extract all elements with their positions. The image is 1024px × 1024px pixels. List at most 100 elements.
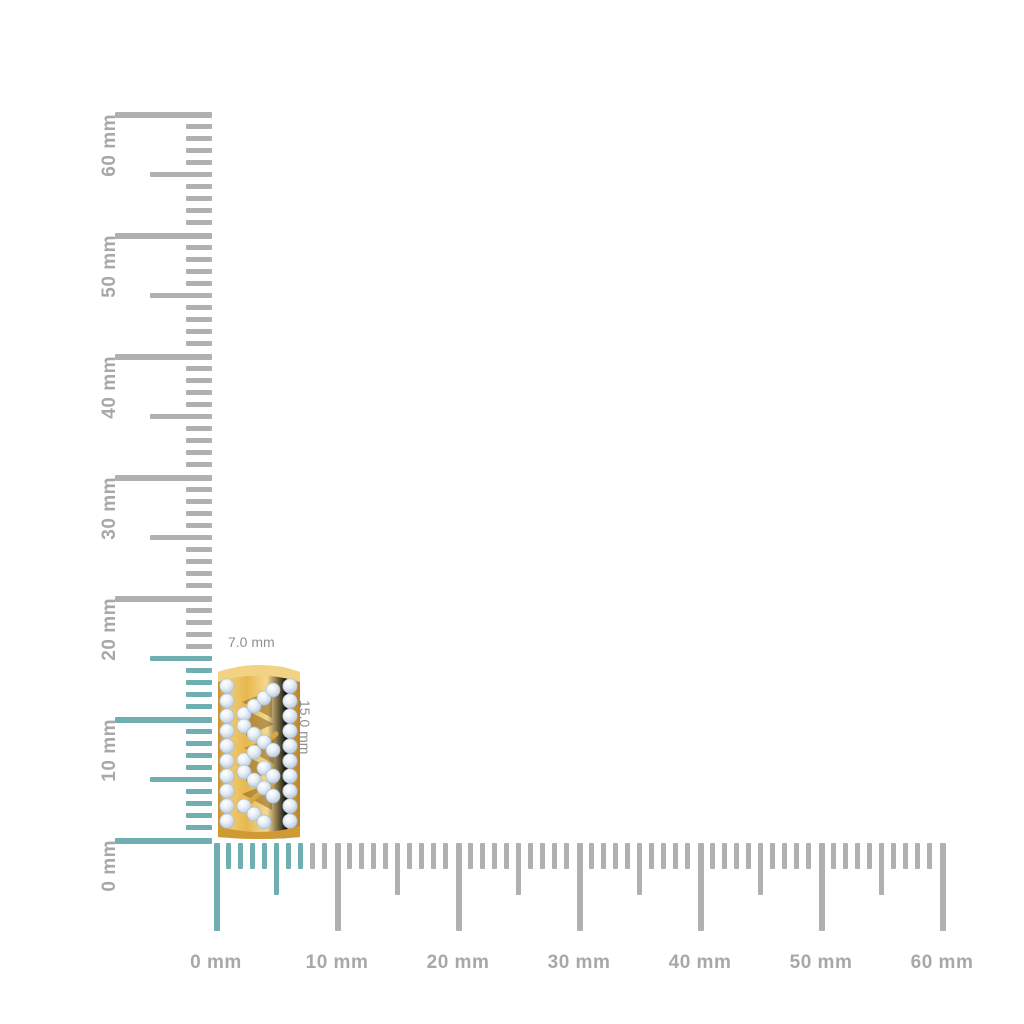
horizontal-tick-51mm	[830, 843, 836, 869]
vertical-tick-55mm	[150, 172, 212, 177]
vertical-tick-17mm	[186, 631, 212, 637]
horizontal-tick-30mm	[576, 843, 583, 931]
vertical-tick-38mm	[186, 377, 212, 383]
vertical-tick-28mm	[186, 498, 212, 504]
horizontal-tick-20mm	[455, 843, 462, 931]
vertical-tick-36mm	[186, 401, 212, 407]
horizontal-tick-22mm	[479, 843, 485, 869]
vertical-tick-39mm	[186, 365, 212, 371]
vertical-tick-18mm	[186, 619, 212, 625]
vertical-tick-31mm	[186, 462, 212, 468]
horizontal-tick-34mm	[624, 843, 630, 869]
horizontal-tick-8mm	[310, 843, 316, 869]
horizontal-tick-60mm	[939, 843, 946, 931]
horizontal-tick-16mm	[407, 843, 413, 869]
vertical-tick-16mm	[186, 643, 212, 649]
product-image	[216, 656, 302, 841]
vertical-tick-26mm	[186, 522, 212, 528]
horizontal-tick-54mm	[866, 843, 872, 869]
horizontal-tick-5mm	[274, 843, 279, 895]
vertical-tick-12mm	[186, 692, 212, 698]
vertical-tick-57mm	[186, 147, 212, 153]
vertical-tick-4mm	[186, 789, 212, 795]
horizontal-tick-46mm	[770, 843, 776, 869]
horizontal-tick-24mm	[503, 843, 509, 869]
horizontal-tick-6mm	[286, 843, 292, 869]
width-dimension-label: 7.0 mm	[228, 634, 275, 650]
vertical-tick-7mm	[186, 752, 212, 758]
horizontal-tick-14mm	[382, 843, 388, 869]
horizontal-tick-44mm	[745, 843, 751, 869]
horizontal-tick-9mm	[322, 843, 328, 869]
horizontal-tick-27mm	[540, 843, 546, 869]
vertical-tick-32mm	[186, 450, 212, 456]
horizontal-tick-40mm	[697, 843, 704, 931]
vertical-tick-23mm	[186, 559, 212, 565]
vertical-tick-3mm	[186, 801, 212, 807]
horizontal-tick-33mm	[612, 843, 618, 869]
vertical-tick-42mm	[186, 329, 212, 335]
horizontal-tick-13mm	[370, 843, 376, 869]
horizontal-tick-28mm	[552, 843, 558, 869]
vertical-tick-21mm	[186, 583, 212, 589]
horizontal-tick-37mm	[661, 843, 667, 869]
vertical-tick-58mm	[186, 135, 212, 141]
vertical-tick-24mm	[186, 547, 212, 553]
horizontal-tick-3mm	[249, 843, 255, 869]
horizontal-tick-55mm	[879, 843, 884, 895]
vertical-tick-53mm	[186, 196, 212, 202]
horizontal-tick-2mm	[237, 843, 243, 869]
vertical-tick-49mm	[186, 244, 212, 250]
vertical-tick-54mm	[186, 184, 212, 190]
vertical-label-60mm: 60 mm	[99, 114, 120, 177]
vertical-tick-25mm	[150, 535, 212, 540]
vertical-label-50mm: 50 mm	[99, 235, 120, 298]
vertical-tick-27mm	[186, 510, 212, 516]
horizontal-tick-21mm	[467, 843, 473, 869]
horizontal-label-30mm: 30 mm	[547, 952, 611, 973]
horizontal-tick-1mm	[225, 843, 231, 869]
horizontal-tick-35mm	[637, 843, 642, 895]
horizontal-tick-47mm	[782, 843, 788, 869]
horizontal-label-50mm: 50 mm	[789, 952, 853, 973]
vertical-tick-11mm	[186, 704, 212, 710]
horizontal-label-40mm: 40 mm	[668, 952, 732, 973]
vertical-tick-46mm	[186, 280, 212, 286]
vertical-tick-5mm	[150, 777, 212, 782]
horizontal-label-10mm: 10 mm	[305, 952, 369, 973]
vertical-tick-51mm	[186, 220, 212, 226]
vertical-tick-47mm	[186, 268, 212, 274]
vertical-tick-44mm	[186, 305, 212, 311]
vertical-label-20mm: 20 mm	[99, 598, 120, 661]
vertical-tick-6mm	[186, 764, 212, 770]
horizontal-tick-4mm	[261, 843, 267, 869]
vertical-tick-9mm	[186, 728, 212, 734]
horizontal-tick-26mm	[528, 843, 534, 869]
vertical-tick-19mm	[186, 607, 212, 613]
vertical-tick-20mm	[115, 595, 212, 602]
horizontal-tick-56mm	[891, 843, 897, 869]
vertical-label-30mm: 30 mm	[99, 477, 120, 540]
horizontal-tick-10mm	[334, 843, 341, 931]
vertical-tick-13mm	[186, 680, 212, 686]
horizontal-tick-50mm	[818, 843, 825, 931]
vertical-tick-14mm	[186, 668, 212, 674]
horizontal-tick-41mm	[709, 843, 715, 869]
horizontal-tick-59mm	[927, 843, 933, 869]
vertical-tick-48mm	[186, 256, 212, 262]
vertical-tick-0mm	[115, 837, 212, 844]
horizontal-tick-58mm	[915, 843, 921, 869]
vertical-tick-59mm	[186, 123, 212, 129]
vertical-tick-35mm	[150, 414, 212, 419]
vertical-tick-30mm	[115, 474, 212, 481]
horizontal-tick-12mm	[358, 843, 364, 869]
horizontal-tick-48mm	[794, 843, 800, 869]
horizontal-tick-53mm	[854, 843, 860, 869]
vertical-tick-1mm	[186, 825, 212, 831]
horizontal-tick-52mm	[842, 843, 848, 869]
vertical-label-0mm: 0 mm	[99, 840, 120, 892]
vertical-tick-56mm	[186, 159, 212, 165]
vertical-label-40mm: 40 mm	[99, 356, 120, 419]
horizontal-tick-0mm	[213, 843, 220, 931]
